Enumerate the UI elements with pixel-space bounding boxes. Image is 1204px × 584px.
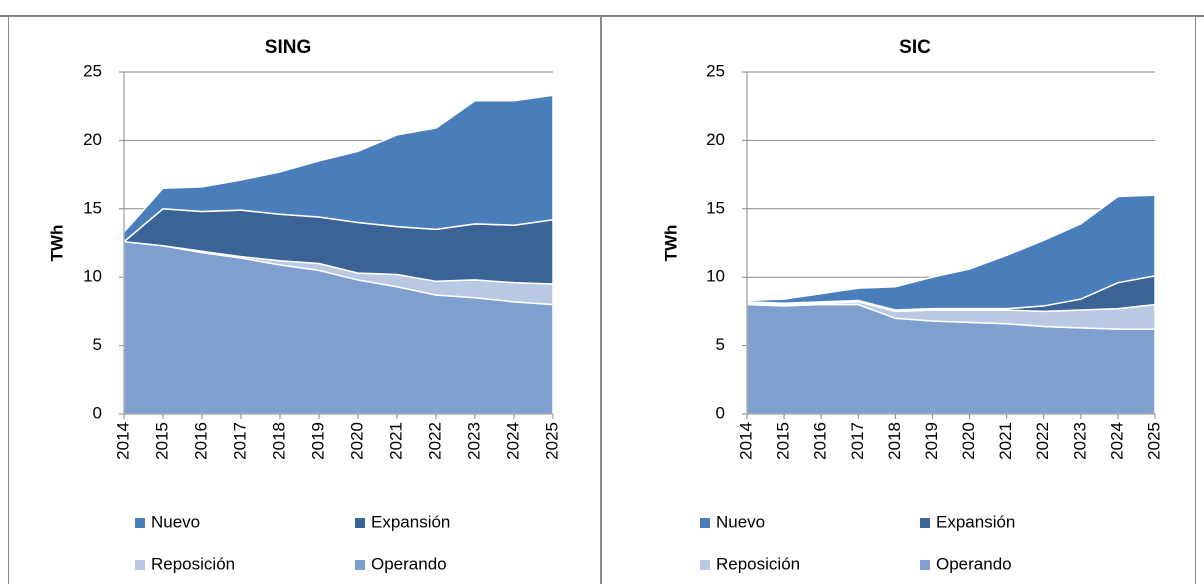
legend-swatch bbox=[920, 560, 930, 570]
panel-frame bbox=[601, 16, 1196, 584]
legend-swatch bbox=[355, 560, 365, 570]
legend-label: Operando bbox=[371, 554, 447, 573]
x-tick-label: 2020 bbox=[959, 422, 978, 460]
legend-label: Expansión bbox=[371, 512, 450, 531]
y-tick-label: 15 bbox=[706, 198, 725, 217]
y-tick-label: 15 bbox=[83, 198, 102, 217]
x-tick-label: 2017 bbox=[230, 422, 249, 460]
y-tick-label: 10 bbox=[83, 267, 102, 286]
legend-label: Nuevo bbox=[716, 512, 765, 531]
x-tick-label: 2015 bbox=[152, 422, 171, 460]
y-axis-label: TWh bbox=[47, 225, 66, 262]
y-tick-label: 25 bbox=[706, 61, 725, 80]
y-tick-label: 5 bbox=[716, 335, 725, 354]
legend-swatch bbox=[355, 518, 365, 528]
legend-swatch bbox=[920, 518, 930, 528]
x-tick-label: 2014 bbox=[736, 422, 755, 460]
x-tick-label: 2023 bbox=[464, 422, 483, 460]
x-tick-label: 2019 bbox=[922, 422, 941, 460]
x-tick-label: 2025 bbox=[1144, 422, 1163, 460]
x-tick-label: 2019 bbox=[308, 422, 327, 460]
chart-title: SIC bbox=[899, 37, 931, 58]
y-tick-label: 10 bbox=[706, 267, 725, 286]
legend-swatch bbox=[135, 560, 145, 570]
area bbox=[123, 94, 554, 244]
x-tick-label: 2025 bbox=[542, 422, 561, 460]
legend-label: Reposición bbox=[716, 554, 800, 573]
x-tick-label: 2016 bbox=[191, 422, 210, 460]
legend-swatch bbox=[135, 518, 145, 528]
legend-label: Reposición bbox=[151, 554, 235, 573]
x-tick-label: 2018 bbox=[885, 422, 904, 460]
x-tick-label: 2015 bbox=[774, 422, 793, 460]
y-tick-label: 5 bbox=[93, 335, 102, 354]
y-tick-label: 25 bbox=[83, 61, 102, 80]
x-tick-label: 2017 bbox=[848, 422, 867, 460]
x-tick-label: 2020 bbox=[347, 422, 366, 460]
x-tick-label: 2024 bbox=[503, 422, 522, 460]
legend-swatch bbox=[700, 518, 710, 528]
legend-label: Nuevo bbox=[151, 512, 200, 531]
x-tick-label: 2022 bbox=[425, 422, 444, 460]
area bbox=[746, 194, 1156, 311]
y-tick-label: 0 bbox=[716, 403, 725, 422]
x-tick-label: 2014 bbox=[113, 422, 132, 460]
legend-label: Expansión bbox=[936, 512, 1015, 531]
y-tick-label: 20 bbox=[83, 130, 102, 149]
x-tick-label: 2023 bbox=[1070, 422, 1089, 460]
y-tick-label: 0 bbox=[93, 403, 102, 422]
legend-swatch bbox=[700, 560, 710, 570]
chart-title: SING bbox=[265, 37, 311, 58]
x-tick-label: 2022 bbox=[1033, 422, 1052, 460]
x-tick-label: 2018 bbox=[269, 422, 288, 460]
y-axis-label: TWh bbox=[661, 225, 680, 262]
x-tick-label: 2024 bbox=[1107, 422, 1126, 460]
panel-frame bbox=[8, 16, 601, 584]
x-tick-label: 2016 bbox=[811, 422, 830, 460]
y-tick-label: 20 bbox=[706, 130, 725, 149]
x-tick-label: 2021 bbox=[996, 422, 1015, 460]
x-tick-label: 2021 bbox=[386, 422, 405, 460]
legend-label: Operando bbox=[936, 554, 1012, 573]
